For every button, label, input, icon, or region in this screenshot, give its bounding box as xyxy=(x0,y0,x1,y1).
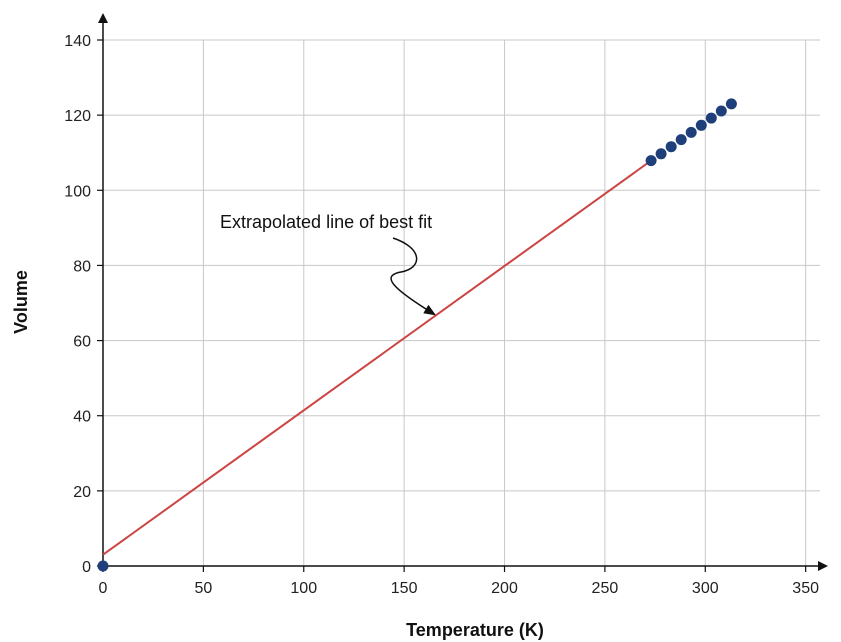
data-point xyxy=(725,98,737,110)
y-tick-label: 100 xyxy=(64,183,91,200)
axes xyxy=(98,13,828,571)
x-tick-label: 100 xyxy=(290,580,317,597)
data-point xyxy=(645,155,657,167)
y-tick-label: 40 xyxy=(73,409,91,426)
x-tick-label: 150 xyxy=(391,580,418,597)
data-point xyxy=(715,105,727,117)
data-point xyxy=(655,148,667,160)
annotation-label: Extrapolated line of best fit xyxy=(220,212,432,232)
y-tick-label: 0 xyxy=(82,559,91,576)
annotation-arrow xyxy=(390,237,437,316)
x-tick-label: 300 xyxy=(692,580,719,597)
y-axis-arrow xyxy=(98,13,108,23)
y-tick-label: 120 xyxy=(64,108,91,125)
data-point xyxy=(685,126,697,138)
x-axis-arrow xyxy=(818,561,828,571)
x-tick-label: 50 xyxy=(194,580,212,597)
series-layer xyxy=(97,98,737,572)
annotation-layer: Extrapolated line of best fit xyxy=(220,212,437,316)
x-axis-title: Temperature (K) xyxy=(406,620,544,640)
data-point xyxy=(675,134,687,146)
y-tick-label: 80 xyxy=(73,258,91,275)
y-tick-label: 140 xyxy=(64,33,91,50)
best-fit-line xyxy=(102,159,652,556)
origin-point xyxy=(97,560,109,572)
x-tick-label: 0 xyxy=(99,580,108,597)
ticks: 0 50 100 150 200 250 300 350 0 20 40 60 80 100 120 140 xyxy=(64,33,819,597)
data-point xyxy=(705,112,717,124)
x-tick-label: 200 xyxy=(491,580,518,597)
y-axis-title: Volume xyxy=(11,270,31,334)
y-tick-label: 20 xyxy=(73,484,91,501)
data-point xyxy=(695,119,707,131)
x-tick-label: 250 xyxy=(592,580,619,597)
y-tick-label: 60 xyxy=(73,334,91,351)
data-point xyxy=(665,141,677,153)
x-tick-label: 350 xyxy=(792,580,819,597)
